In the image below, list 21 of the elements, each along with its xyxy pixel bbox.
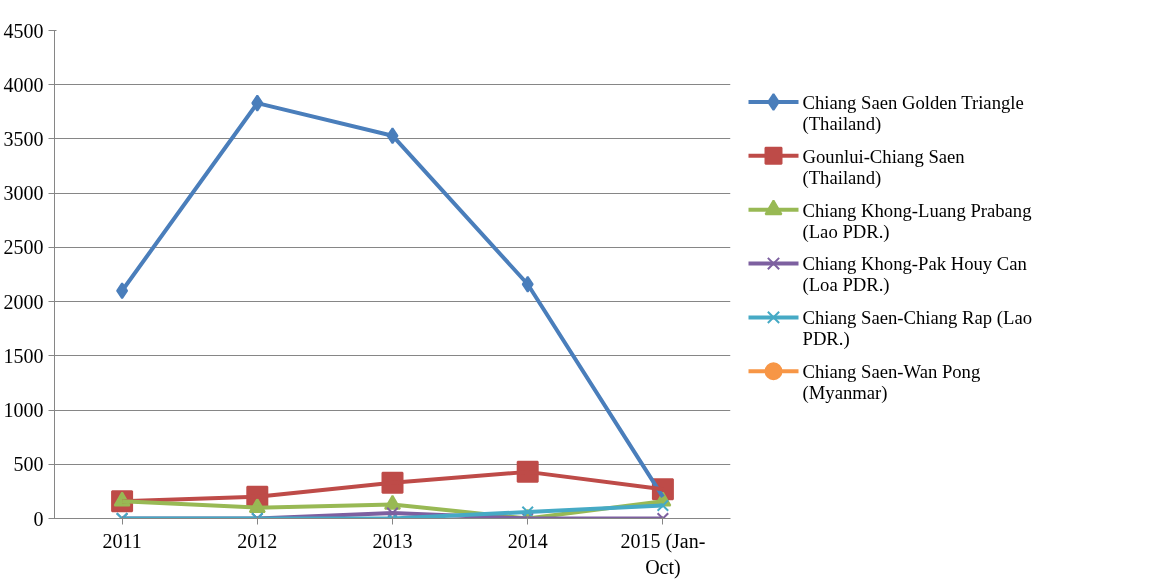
x-tick-label: 2012 — [237, 529, 278, 552]
x-tick-label: 2013 — [372, 529, 413, 552]
legend-label: Chiang Khong-Luang Prabang (Lao PDR.) — [802, 199, 1032, 243]
x-tick-label: 2015 (Jan-Oct) — [620, 529, 706, 579]
y-tick-label: 1500 — [3, 344, 44, 367]
legend-label: Gounlui-Chiang Saen (Thailand) — [802, 145, 966, 189]
legend-label: Chiang Saen-Chiang Rap (Lao PDR.) — [802, 307, 1033, 351]
y-tick-label: 0 — [33, 507, 44, 530]
x-tick-label: 2014 — [507, 529, 548, 552]
legend-label: Chiang Khong-Pak Houy Can (Loa PDR.) — [802, 253, 1028, 297]
y-tick-label: 4000 — [3, 73, 44, 96]
y-tick-label: 3000 — [3, 182, 44, 205]
y-tick-label: 3500 — [3, 127, 44, 150]
x-tick-label: 2011 — [102, 529, 142, 552]
legend-label: Chiang Saen-Wan Pong (Myanmar) — [802, 361, 981, 405]
y-tick-label: 500 — [13, 453, 44, 476]
y-tick-label: 2500 — [3, 236, 44, 259]
y-tick-label: 2000 — [3, 290, 44, 313]
y-tick-label: 4500 — [3, 19, 44, 42]
y-tick-label: 1000 — [3, 399, 44, 422]
legend-label: Chiang Saen Golden Triangle (Thailand) — [802, 91, 1024, 135]
